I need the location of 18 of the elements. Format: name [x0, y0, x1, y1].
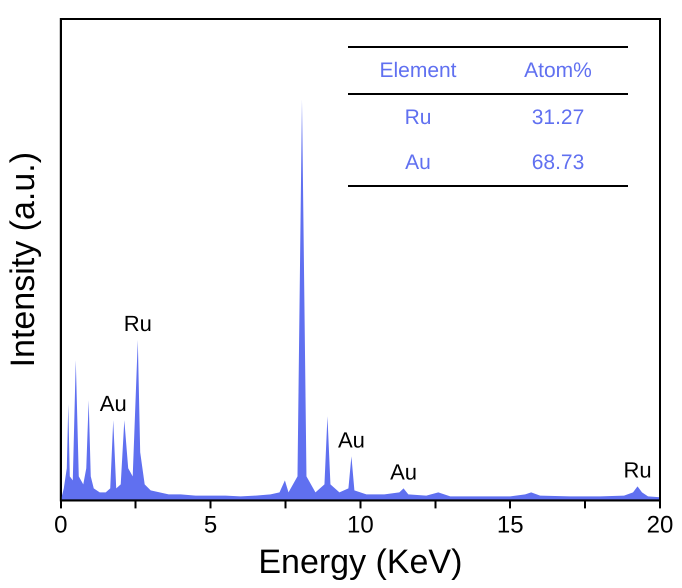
annotation: Ru [623, 457, 652, 482]
annotation: Ru [124, 310, 152, 336]
x-axis-title: Energy (KeV) [258, 542, 462, 581]
y-axis-title: Intensity (a.u.) [4, 152, 42, 368]
text: Atom% [523, 58, 593, 82]
text: Element [378, 58, 458, 82]
x-tick-label: 0 [54, 511, 68, 538]
x-tick-label: 5 [204, 511, 218, 538]
annotation: Au [404, 150, 432, 174]
annotation: Au [390, 459, 418, 484]
annotation: Au [100, 391, 127, 416]
annotation: Ru [404, 106, 432, 130]
annotation: 68.73 [530, 150, 586, 174]
x-tick-label: 20 [646, 511, 674, 538]
annotation: 31.27 [530, 106, 586, 130]
annotation: Au [338, 427, 365, 452]
x-tick-label: 15 [496, 511, 524, 538]
x-tick-label: 10 [347, 511, 374, 538]
